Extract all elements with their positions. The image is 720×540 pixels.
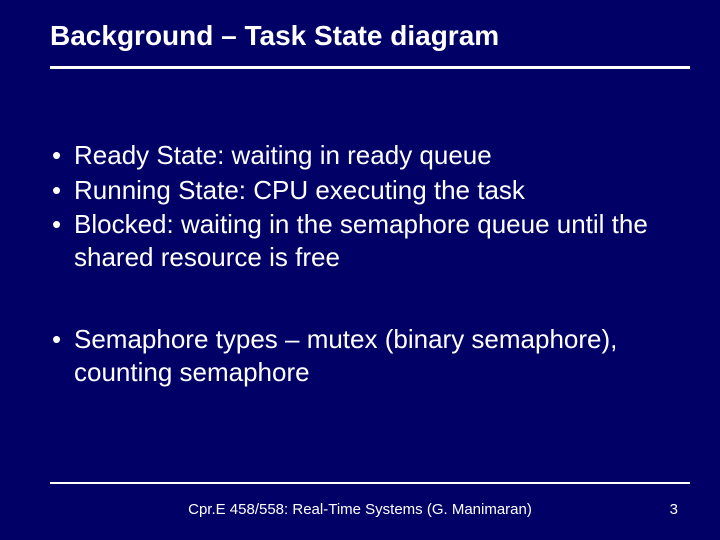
bullet-item: • Ready State: waiting in ready queue <box>50 139 650 172</box>
bullet-item: • Blocked: waiting in the semaphore queu… <box>50 208 650 273</box>
bullet-dot: • <box>50 139 74 172</box>
bullet-item: • Running State: CPU executing the task <box>50 174 650 207</box>
bullet-group-2: • Semaphore types – mutex (binary semaph… <box>50 323 650 388</box>
page-number: 3 <box>670 501 678 518</box>
footer-text: Cpr.E 458/558: Real-Time Systems (G. Man… <box>0 501 720 518</box>
bullet-text: Ready State: waiting in ready queue <box>74 139 650 172</box>
slide-content: • Ready State: waiting in ready queue • … <box>50 69 680 388</box>
slide-title: Background – Task State diagram <box>50 20 680 62</box>
bullet-item: • Semaphore types – mutex (binary semaph… <box>50 323 650 388</box>
bullet-group-1: • Ready State: waiting in ready queue • … <box>50 139 650 273</box>
bullet-dot: • <box>50 174 74 207</box>
bullet-text: Semaphore types – mutex (binary semaphor… <box>74 323 650 388</box>
bullet-text: Running State: CPU executing the task <box>74 174 650 207</box>
bullet-dot: • <box>50 323 74 356</box>
slide: Background – Task State diagram • Ready … <box>0 0 720 540</box>
footer-divider <box>50 482 690 484</box>
bullet-text: Blocked: waiting in the semaphore queue … <box>74 208 650 273</box>
bullet-dot: • <box>50 208 74 241</box>
